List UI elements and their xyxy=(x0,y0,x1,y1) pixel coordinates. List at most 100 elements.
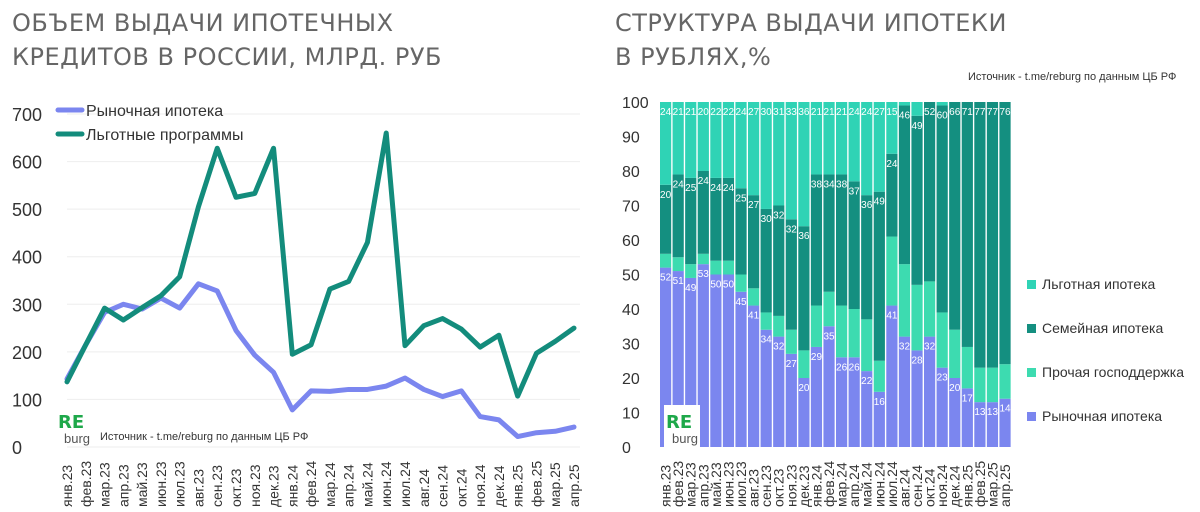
right-source-note: Источник - t.me/reburg по данным ЦБ РФ xyxy=(968,71,1176,83)
stacked-bar-segment xyxy=(873,360,885,392)
stacked-bar-segment xyxy=(773,102,785,206)
bar-data-label: 15 xyxy=(886,107,898,118)
stacked-bar-segment xyxy=(697,253,709,265)
stacked-bar-segment xyxy=(722,102,735,178)
bar-data-label: 24 xyxy=(660,107,672,118)
bar-data-label: 24 xyxy=(673,179,685,190)
stacked-bar-segment xyxy=(886,102,898,154)
market-mortgage-point xyxy=(235,329,237,331)
preferential-programs-point xyxy=(423,325,425,327)
stacked-bar-segment xyxy=(986,402,999,447)
bar-data-label: 24 xyxy=(698,176,710,187)
stacked-bar-segment xyxy=(873,191,885,361)
right-y-tick-label: 90 xyxy=(622,130,640,147)
bar-data-label: 37 xyxy=(849,186,861,197)
stacked-bar-segment xyxy=(660,253,672,268)
bar-data-label: 32 xyxy=(899,342,911,353)
stacked-bar-segment xyxy=(785,219,797,330)
right-x-tick-label: сен.24 xyxy=(909,465,925,507)
right-x-tick-label: окт.24 xyxy=(922,468,938,507)
left-y-tick-label: 400 xyxy=(12,248,42,268)
stacked-bar-segment xyxy=(961,388,973,447)
stacked-bar-segment xyxy=(898,102,911,106)
stacked-bar-segment xyxy=(836,305,848,358)
stacked-bar-segment xyxy=(961,102,973,347)
bar-data-label: 53 xyxy=(698,269,710,280)
right-y-tick-label: 100 xyxy=(622,95,649,112)
stacked-bar-segment xyxy=(785,102,797,220)
left-chart-title: ОБЪЕМ ВЫДАЧИ ИПОТЕЧНЫХ КРЕДИТОВ В РОССИИ,… xyxy=(12,9,442,71)
left-x-tick-label: ноя.24 xyxy=(472,464,488,507)
stacked-bar-segment xyxy=(886,236,898,306)
stacked-bar-segment xyxy=(848,309,860,358)
market-mortgage-point xyxy=(348,388,350,390)
bar-data-label: 60 xyxy=(937,110,949,121)
stacked-bar-segment xyxy=(949,102,961,330)
stacked-bar-segment xyxy=(986,102,999,368)
stacked-bar-segment xyxy=(949,329,961,378)
right-x-tick-label: фев.25 xyxy=(972,461,988,507)
bar-data-label: 17 xyxy=(962,393,974,404)
right-x-tick-label: мар.23 xyxy=(683,462,699,507)
stacked-bar-segment xyxy=(949,378,961,447)
right-legend-label: Прочая господдержка xyxy=(1042,364,1184,380)
stacked-bar-segment xyxy=(873,102,885,192)
preferential-programs-point xyxy=(329,288,331,290)
stacked-bar-segment xyxy=(760,329,772,447)
bar-data-label: 49 xyxy=(685,283,697,294)
bar-data-label: 33 xyxy=(786,107,798,118)
stacked-bar-segment xyxy=(748,305,760,447)
stacked-bar-segment xyxy=(936,367,948,447)
stacked-bar-segment xyxy=(848,181,860,309)
stacked-bar-segment xyxy=(798,102,810,227)
left-x-tick-label: мар.25 xyxy=(547,462,563,507)
right-logo-backdrop xyxy=(664,405,700,447)
bar-data-label: 20 xyxy=(798,383,810,394)
bar-data-label: 50 xyxy=(723,280,735,291)
right-y-tick-label: 50 xyxy=(622,268,640,285)
bar-data-label: 24 xyxy=(735,107,747,118)
stacked-bar-segment xyxy=(798,350,810,378)
left-x-tick-label: мар.23 xyxy=(97,462,113,507)
bar-data-label: 27 xyxy=(748,107,760,118)
stacked-bar-segment xyxy=(898,336,911,447)
right-x-tick-label: апр.24 xyxy=(846,464,862,507)
market-mortgage-point xyxy=(385,385,387,387)
right-x-tick-label: фев.23 xyxy=(670,461,686,507)
bar-data-label: 76 xyxy=(999,107,1011,118)
stacked-bar-segment xyxy=(936,105,948,313)
right-x-tick-label: мар.25 xyxy=(984,462,1000,507)
left-y-tick-label: 300 xyxy=(12,295,42,315)
bar-data-label: 26 xyxy=(836,362,848,373)
stacked-bar-segment xyxy=(848,102,860,182)
left-x-tick-label: июн.23 xyxy=(153,461,169,507)
right-x-tick-label: фев.24 xyxy=(821,461,837,507)
bar-data-label: 23 xyxy=(937,373,949,384)
preferential-programs-point xyxy=(348,280,350,282)
stacked-bar-segment xyxy=(773,205,785,316)
stacked-bar-segment xyxy=(911,115,923,285)
right-legend-swatch xyxy=(1027,412,1036,421)
stacked-bar-segment xyxy=(735,274,747,292)
stacked-bar-segment xyxy=(710,274,722,447)
bar-data-label: 21 xyxy=(836,107,848,118)
right-x-tick-label: ноя.23 xyxy=(783,464,799,507)
bar-data-label: 22 xyxy=(723,107,735,118)
bar-data-label: 38 xyxy=(811,179,823,190)
market-mortgage-point xyxy=(197,283,199,285)
preferential-programs-point xyxy=(573,327,575,329)
right-x-tick-label: апр.25 xyxy=(997,464,1013,507)
market-mortgage-point xyxy=(460,390,462,392)
bar-data-label: 46 xyxy=(899,110,911,121)
market-mortgage-point xyxy=(216,290,218,292)
stacked-bar-segment xyxy=(722,260,735,275)
left-source-note: Источник - t.me/reburg по данным ЦБ РФ xyxy=(100,431,308,443)
stacked-bar-segment xyxy=(697,102,709,171)
right-x-tick-label: июн.24 xyxy=(871,461,887,507)
stacked-bar-segment xyxy=(722,274,735,447)
bar-data-label: 51 xyxy=(673,276,685,287)
stacked-bar-segment xyxy=(735,291,747,447)
stacked-bar-segment xyxy=(823,174,835,292)
stacked-bar-segment xyxy=(748,195,760,289)
preferential-programs-line xyxy=(64,130,577,399)
